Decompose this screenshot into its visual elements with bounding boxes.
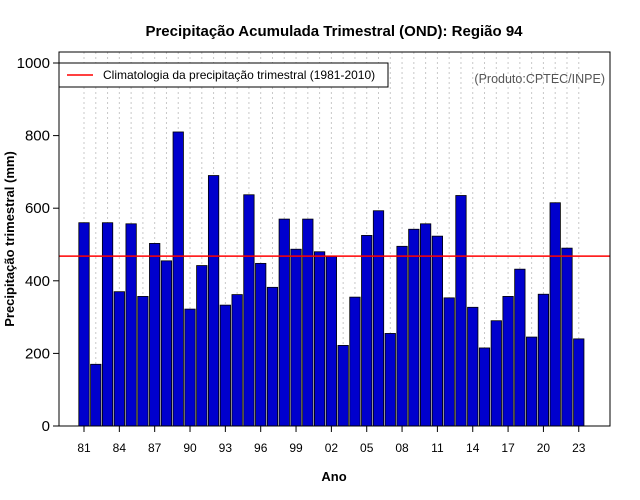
- bar-2019: [526, 336, 538, 427]
- x-tick-label: 96: [254, 441, 268, 455]
- bar-2012: [443, 297, 455, 427]
- bar-2004: [349, 296, 361, 427]
- bar-1986: [137, 296, 149, 427]
- bar-1989: [172, 131, 184, 427]
- legend-box: [58, 62, 389, 88]
- bar-1983: [101, 222, 114, 427]
- bar-2010: [420, 223, 432, 427]
- y-axis: 0 200 400 600 800 1000: [17, 55, 59, 435]
- x-tick-label: 02: [325, 441, 339, 455]
- bar-1988: [160, 260, 173, 427]
- bar-1984: [113, 291, 125, 427]
- bar-2005: [361, 235, 373, 427]
- bar-1981: [78, 222, 90, 427]
- y-tick-label: 600: [25, 200, 50, 217]
- bar-2002: [325, 256, 337, 427]
- x-tick-label: 11: [431, 441, 444, 455]
- legend-label: Climatologia da precipitação trimestral …: [103, 68, 375, 82]
- x-tick-label: 17: [501, 441, 515, 455]
- bar-2003: [337, 345, 349, 427]
- x-axis: 81 84 87 90 93 96 99 02 05 08 11 14 17 20 23: [77, 426, 586, 455]
- x-tick-label: 81: [77, 441, 91, 455]
- bar-2011: [431, 235, 444, 427]
- bar-1992: [207, 175, 220, 427]
- bar-2020: [537, 293, 550, 427]
- bar-2007: [384, 333, 396, 427]
- bar-2015: [478, 347, 491, 427]
- bar-2008: [396, 245, 408, 427]
- x-tick-label: 08: [395, 441, 409, 455]
- bar-2023: [573, 338, 585, 427]
- x-tick-label: 99: [289, 441, 303, 455]
- bar-2018: [514, 268, 526, 427]
- bar-2013: [455, 195, 467, 427]
- bar-2022: [561, 247, 573, 427]
- legend: Climatologia da precipitação trimestral …: [58, 62, 389, 88]
- bar-2000: [302, 218, 314, 427]
- bar-2014: [467, 306, 479, 427]
- bar-2006: [372, 210, 385, 427]
- x-tick-label: 93: [219, 441, 233, 455]
- bar-1982: [90, 363, 102, 427]
- bar-2016: [490, 320, 502, 427]
- x-tick-label: 05: [360, 441, 374, 455]
- bar-1990: [184, 308, 196, 427]
- bar-2001: [313, 251, 326, 427]
- bar-1994: [231, 294, 243, 427]
- y-tick-label: 400: [25, 273, 50, 290]
- bar-1987: [149, 243, 161, 427]
- x-tick-label: 14: [466, 441, 480, 455]
- bars: [78, 131, 585, 427]
- bar-1995: [243, 194, 255, 427]
- y-tick-label: 0: [42, 418, 50, 435]
- bar-2009: [408, 228, 420, 427]
- bar-1991: [196, 265, 208, 427]
- y-tick-label: 800: [25, 128, 50, 145]
- bar-1993: [219, 304, 231, 427]
- bar-1996: [255, 262, 267, 427]
- bar-2017: [502, 296, 514, 427]
- bar-1998: [278, 218, 290, 427]
- bar-1997: [266, 286, 279, 427]
- y-tick-label: 1000: [17, 55, 50, 72]
- bar-1985: [125, 223, 137, 427]
- bar-1999: [290, 248, 302, 427]
- x-axis-title: Ano: [321, 469, 346, 484]
- product-credit: (Produto:CPTEC/INPE): [474, 72, 605, 86]
- x-tick-label: 90: [183, 441, 197, 455]
- x-tick-label: 20: [537, 441, 551, 455]
- y-tick-label: 200: [25, 345, 50, 362]
- chart-title: Precipitação Acumulada Trimestral (OND):…: [145, 23, 523, 40]
- bar-2021: [549, 202, 561, 427]
- x-tick-label: 87: [148, 441, 162, 455]
- y-axis-title: Precipitação trimestral (mm): [2, 151, 17, 327]
- x-tick-label: 23: [572, 441, 586, 455]
- plot-frame: [58, 51, 611, 427]
- x-tick-label: 84: [113, 441, 127, 455]
